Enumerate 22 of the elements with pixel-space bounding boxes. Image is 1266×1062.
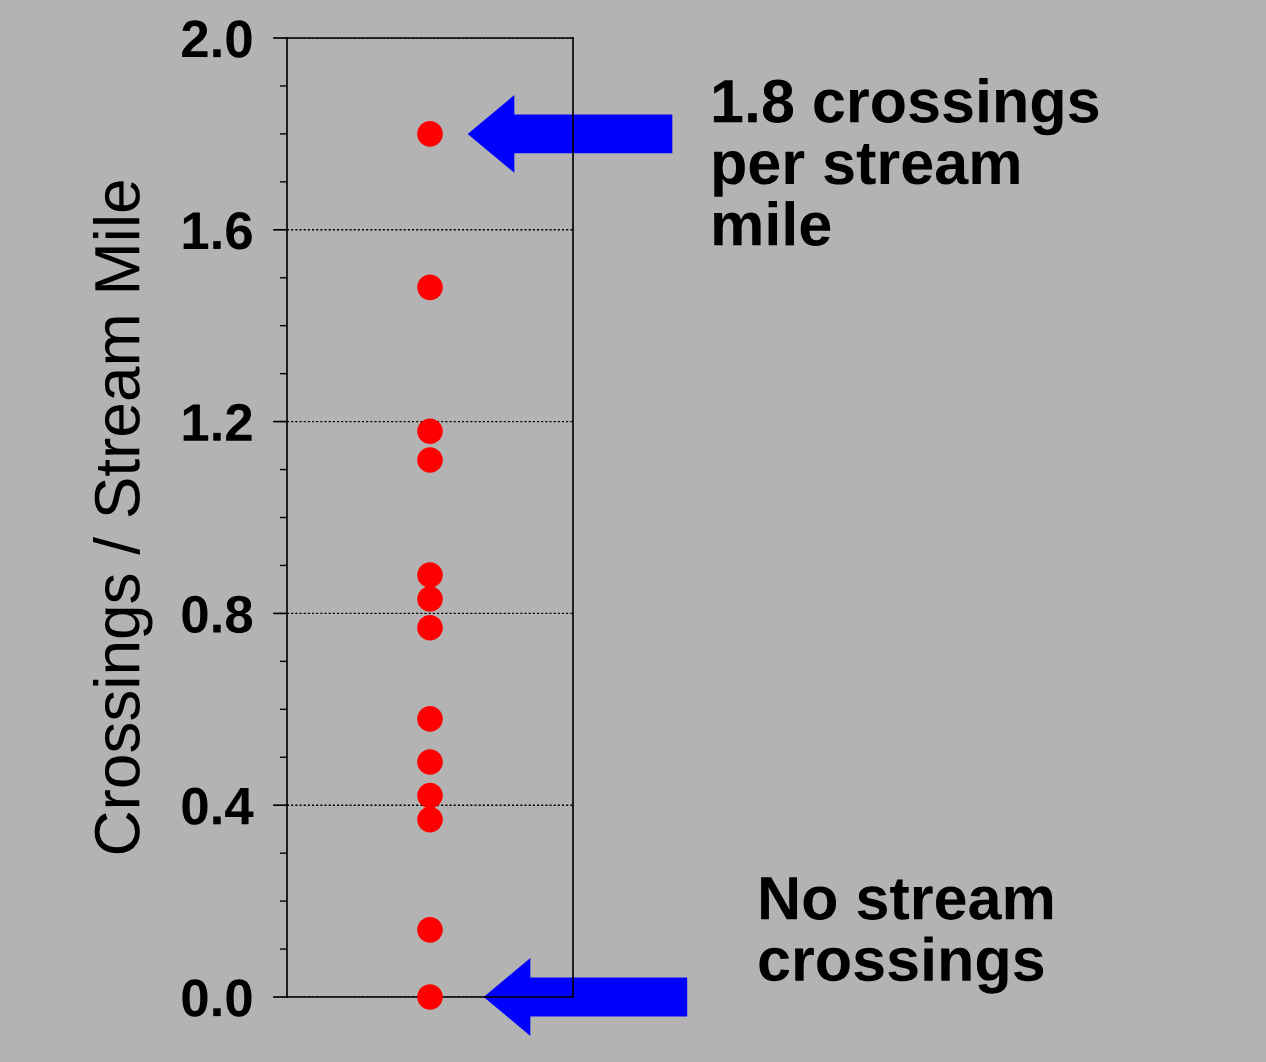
text: No stream crossings xyxy=(759,877,1053,994)
y-axis-title: Crossings / Stream Mile xyxy=(92,181,153,854)
point xyxy=(417,562,443,588)
y-tick-label: 0.0 xyxy=(182,979,252,1017)
point xyxy=(417,586,443,612)
y-tick-label: 1.6 xyxy=(183,212,252,250)
point xyxy=(417,447,443,473)
text: 1.8 crossings per stream mile xyxy=(713,78,1099,246)
point xyxy=(417,614,443,641)
point xyxy=(417,984,443,1010)
point xyxy=(417,418,443,444)
point xyxy=(417,917,443,943)
y-tick-label: 0.8 xyxy=(182,595,253,634)
y-tick-label: 1.2 xyxy=(183,403,252,441)
point xyxy=(417,121,443,147)
point xyxy=(417,274,443,301)
point xyxy=(417,806,443,833)
point xyxy=(417,782,443,809)
point xyxy=(417,749,443,775)
y-tick-label: 0.4 xyxy=(182,787,254,825)
point xyxy=(417,706,443,732)
y-tick-label: 2.0 xyxy=(182,20,252,58)
